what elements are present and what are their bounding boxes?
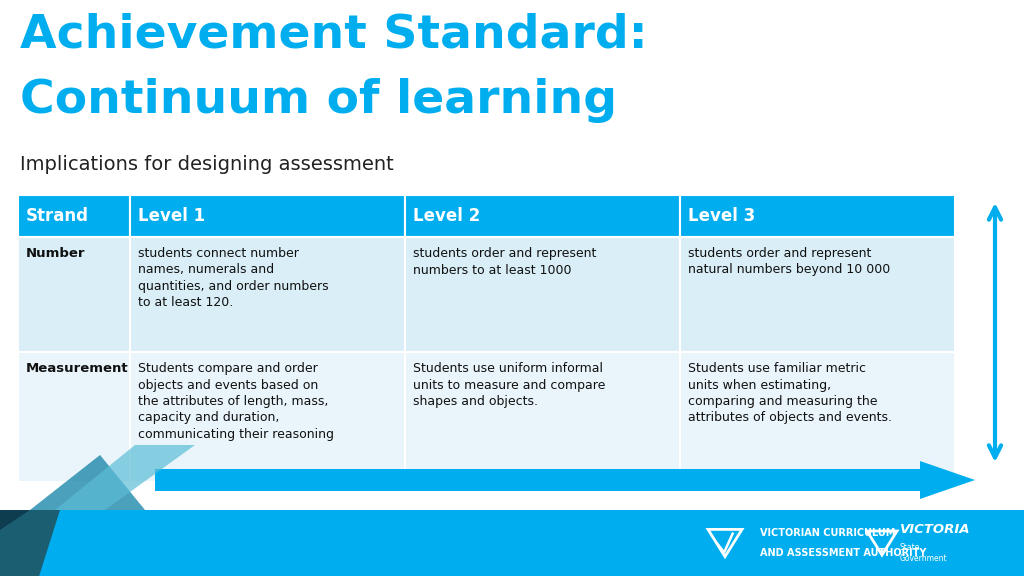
Bar <box>404 237 680 352</box>
Text: Continuum of learning: Continuum of learning <box>20 78 617 123</box>
Text: Level 3: Level 3 <box>688 207 755 225</box>
Text: Strand: Strand <box>26 207 89 225</box>
Bar <box>18 352 130 482</box>
Bar <box>680 195 954 237</box>
Text: Level 1: Level 1 <box>138 207 205 225</box>
Text: Students use familiar metric
units when estimating,
comparing and measuring the
: Students use familiar metric units when … <box>688 362 892 425</box>
Text: Measurement: Measurement <box>26 362 129 375</box>
Bar <box>680 237 954 352</box>
Bar <box>404 352 680 482</box>
Text: Number: Number <box>26 247 85 260</box>
Text: VICTORIA: VICTORIA <box>900 524 971 536</box>
Text: AND ASSESSMENT AUTHORITY: AND ASSESSMENT AUTHORITY <box>760 548 927 558</box>
Text: students order and represent
natural numbers beyond 10 000: students order and represent natural num… <box>688 247 890 276</box>
Text: VICTORIAN CURRICULUM: VICTORIAN CURRICULUM <box>760 528 895 538</box>
Polygon shape <box>155 461 975 499</box>
Text: Level 2: Level 2 <box>413 207 480 225</box>
Text: Achievement Standard:: Achievement Standard: <box>20 12 647 57</box>
Text: State
Government: State Government <box>900 543 947 563</box>
Text: Students compare and order
objects and events based on
the attributes of length,: Students compare and order objects and e… <box>138 362 334 441</box>
Polygon shape <box>55 445 195 510</box>
Bar <box>130 195 404 237</box>
Bar <box>18 195 130 237</box>
Bar <box>680 352 954 482</box>
Text: students connect number
names, numerals and
quantities, and order numbers
to at : students connect number names, numerals … <box>138 247 329 309</box>
Bar <box>18 237 130 352</box>
Polygon shape <box>0 510 60 576</box>
Bar <box>404 195 680 237</box>
Bar <box>130 237 404 352</box>
Text: Students use uniform informal
units to measure and compare
shapes and objects.: Students use uniform informal units to m… <box>413 362 605 408</box>
Polygon shape <box>0 510 30 530</box>
Text: Implications for designing assessment: Implications for designing assessment <box>20 155 394 174</box>
Text: students order and represent
numbers to at least 1000: students order and represent numbers to … <box>413 247 596 276</box>
Bar <box>130 352 404 482</box>
Bar <box>0 510 1024 576</box>
Polygon shape <box>30 455 145 510</box>
